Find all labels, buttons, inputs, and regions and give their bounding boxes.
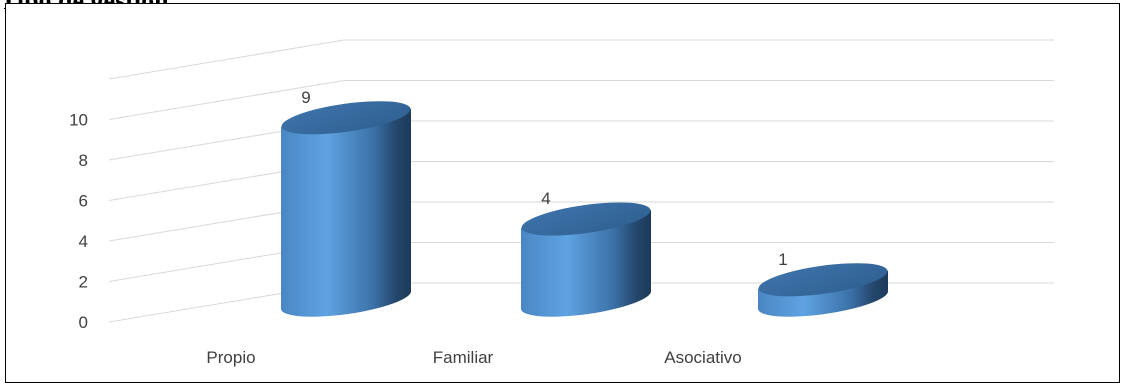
y-tick-label: 0 bbox=[79, 313, 88, 332]
gridline-side bbox=[108, 39, 345, 80]
bar-top bbox=[521, 202, 651, 236]
bar-body bbox=[521, 209, 652, 317]
data-label: 1 bbox=[778, 250, 787, 269]
bar-asociativo bbox=[758, 263, 889, 317]
cylinder-bar-chart: 0 2 4 6 8 10 9 4 1 Propio Familiar Asociativo bbox=[69, 39, 1054, 367]
chart-grid bbox=[108, 39, 1054, 323]
y-tick-label: 10 bbox=[69, 111, 88, 130]
chart-frame: 0 2 4 6 8 10 9 4 1 Propio Familiar Asociativo bbox=[5, 3, 1120, 383]
bar-body bbox=[281, 108, 412, 317]
bar-propio bbox=[281, 101, 412, 317]
bar-top bbox=[281, 101, 411, 135]
y-tick-label: 6 bbox=[79, 192, 88, 211]
x-axis-categories: Propio Familiar Asociativo bbox=[206, 348, 741, 367]
bar-top bbox=[758, 263, 888, 297]
y-tick-label: 8 bbox=[79, 151, 88, 170]
y-tick-label: 4 bbox=[79, 232, 88, 251]
x-category-label: Asociativo bbox=[664, 348, 741, 367]
data-label: 9 bbox=[301, 88, 310, 107]
data-label: 4 bbox=[541, 189, 550, 208]
x-category-label: Familiar bbox=[433, 348, 494, 367]
chart-bars: 9 4 1 bbox=[281, 88, 889, 317]
bar-familiar bbox=[521, 202, 652, 317]
gridline-side bbox=[108, 80, 345, 120]
y-axis-ticks: 0 2 4 6 8 10 bbox=[69, 111, 88, 333]
x-category-label: Propio bbox=[206, 348, 255, 367]
y-tick-label: 2 bbox=[79, 273, 88, 292]
